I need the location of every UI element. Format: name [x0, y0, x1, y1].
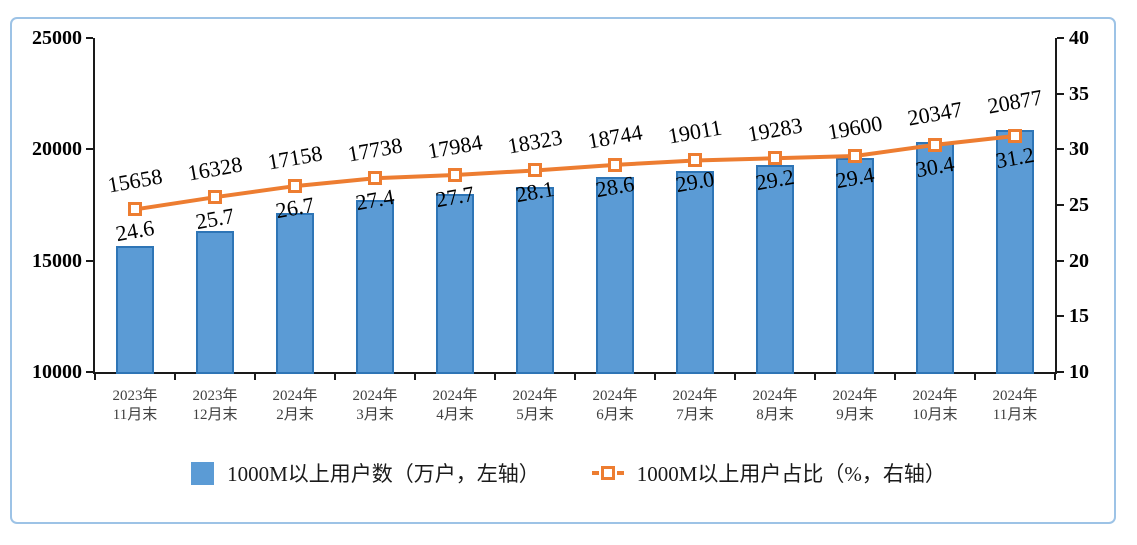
y-axis-right [1055, 38, 1057, 374]
line-marker [688, 153, 702, 168]
x-axis-label: 2024年 3月末 [352, 388, 398, 423]
x-axis-tick [654, 374, 656, 380]
x-axis-label: 2024年 11月末 [992, 388, 1038, 423]
x-axis-label: 2024年 4月末 [432, 388, 478, 423]
x-axis-label: 2024年 8月末 [752, 388, 798, 423]
y-axis-right-tick-label: 30 [1069, 138, 1089, 161]
bar [436, 194, 474, 374]
y-axis-left-tick [86, 37, 93, 39]
x-axis-label: 2024年 7月末 [672, 388, 718, 423]
bar [196, 231, 234, 374]
bar [356, 199, 394, 374]
x-axis-tick [414, 374, 416, 380]
y-axis-right-tick [1057, 37, 1064, 39]
bar [756, 165, 794, 374]
legend-item-bar-series: 1000M以上用户数（万户，左轴） [191, 458, 540, 488]
y-axis-right-tick [1057, 92, 1064, 95]
y-axis-right-tick [1057, 204, 1064, 206]
x-axis-tick [334, 374, 336, 380]
line-marker [448, 167, 462, 182]
bar [116, 246, 154, 374]
x-axis-tick [894, 374, 896, 380]
y-axis-left-tick [86, 259, 93, 262]
bar [276, 212, 314, 374]
y-axis-left-tick-label: 15000 [32, 249, 82, 272]
line-marker [1008, 128, 1022, 143]
x-axis-label: 2024年 10月末 [912, 388, 958, 423]
x-axis-tick [1054, 374, 1056, 380]
line-marker [368, 171, 382, 186]
y-axis-right-tick-label: 15 [1069, 305, 1089, 328]
line-marker [528, 163, 542, 178]
y-axis-right-tick-label: 40 [1069, 27, 1089, 49]
line-marker [128, 202, 142, 217]
y-axis-left [93, 38, 95, 374]
bar [596, 177, 634, 374]
line-marker [848, 149, 862, 163]
y-axis-right-tick-label: 35 [1069, 82, 1089, 105]
x-axis-label: 2024年 5月末 [512, 388, 558, 423]
line-marker [288, 179, 302, 194]
bar [676, 171, 714, 374]
x-axis-label: 2023年 11月末 [112, 388, 158, 423]
line-marker [768, 151, 782, 166]
line-series-marker-icon [591, 466, 624, 480]
x-axis-label: 2023年 12月末 [192, 388, 238, 423]
y-axis-right-tick-label: 20 [1069, 249, 1089, 272]
y-axis-right-tick-label: 25 [1069, 194, 1089, 216]
x-axis-tick [574, 374, 576, 380]
y-axis-right-tick-label: 10 [1069, 361, 1089, 383]
bar [516, 186, 554, 374]
x-axis-tick [974, 374, 976, 380]
legend-item-line-series: 1000M以上用户占比（%，右轴） [591, 458, 946, 488]
y-axis-left-tick-label: 10000 [32, 361, 82, 383]
x-axis-label: 2024年 6月末 [592, 388, 638, 423]
y-axis-left-tick-label: 20000 [32, 138, 82, 161]
y-axis-right-tick [1057, 315, 1064, 318]
bar-series-legend-label: 1000M以上用户数（万户，左轴） [227, 462, 540, 486]
line-series-legend-label: 1000M以上用户占比（%，右轴） [636, 462, 946, 486]
x-axis-label: 2024年 9月末 [832, 388, 878, 423]
x-axis-tick [174, 374, 176, 380]
x-axis-tick [94, 374, 96, 380]
line-marker [608, 157, 622, 172]
x-axis-tick [814, 374, 816, 380]
x-axis [93, 372, 1057, 374]
chart-legend: 1000M以上用户数（万户，左轴） 1000M以上用户占比（%，右轴） [0, 458, 1137, 488]
line-marker [928, 137, 942, 152]
line-marker [208, 190, 222, 205]
x-axis-tick [734, 374, 736, 380]
y-axis-right-tick [1057, 371, 1064, 373]
x-axis-tick [254, 374, 256, 380]
bar-series-swatch-icon [191, 461, 215, 485]
x-axis-tick [494, 374, 496, 380]
x-axis-label: 2024年 2月末 [272, 388, 318, 423]
y-axis-left-tick-label: 25000 [32, 27, 82, 49]
y-axis-right-tick [1057, 148, 1064, 151]
y-axis-right-tick [1057, 259, 1064, 262]
y-axis-left-tick [86, 148, 93, 151]
y-axis-left-tick [86, 371, 93, 373]
